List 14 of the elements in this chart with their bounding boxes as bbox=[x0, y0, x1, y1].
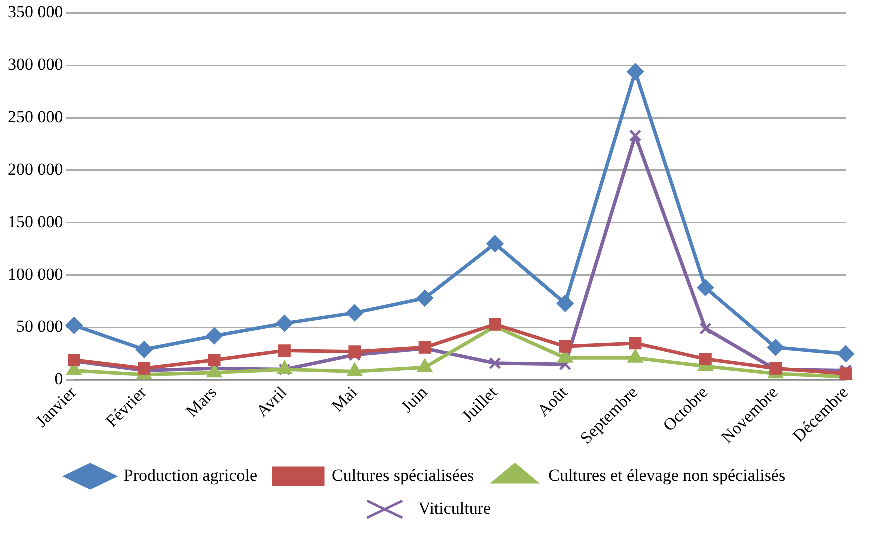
y-tick-label: 50 000 bbox=[16, 317, 64, 336]
legend-label: Production agricole bbox=[124, 466, 258, 485]
y-tick-label: 300 000 bbox=[8, 55, 64, 74]
x-tick-label: Juin bbox=[398, 382, 432, 416]
y-tick-label: 150 000 bbox=[8, 212, 64, 232]
legend-label: Viticulture bbox=[418, 498, 492, 518]
legend-label: Cultures et élevage non spécialisés bbox=[548, 466, 786, 485]
x-tick-label: Mai bbox=[328, 382, 362, 416]
y-tick-label: 0 bbox=[54, 370, 64, 389]
y-tick-label: 250 000 bbox=[8, 108, 64, 127]
y-tick-label: 200 000 bbox=[8, 160, 64, 179]
y-tick-label: 100 000 bbox=[8, 264, 64, 284]
y-tick-label: 350 000 bbox=[8, 2, 64, 22]
legend-label: Cultures spécialisées bbox=[332, 466, 474, 485]
